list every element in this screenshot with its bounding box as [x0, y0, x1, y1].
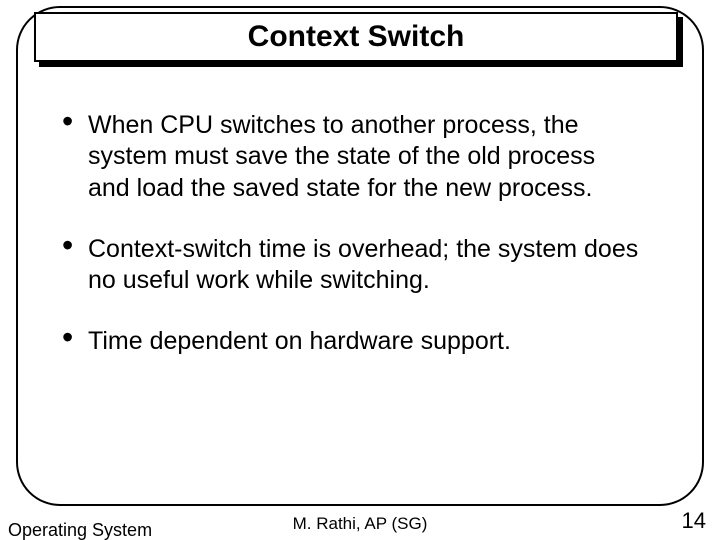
slide: Context Switch When CPU switches to anot… — [0, 0, 720, 540]
bullet-item: Time dependent on hardware support. — [60, 326, 640, 357]
title-box: Context Switch — [34, 12, 678, 62]
slide-title: Context Switch — [248, 20, 465, 54]
footer-center: M. Rathi, AP (SG) — [0, 514, 720, 534]
content-area: When CPU switches to another process, th… — [60, 110, 640, 388]
bullet-item: When CPU switches to another process, th… — [60, 110, 640, 204]
bullet-item: Context-switch time is overhead; the sys… — [60, 234, 640, 297]
footer-page-number: 14 — [682, 508, 706, 534]
